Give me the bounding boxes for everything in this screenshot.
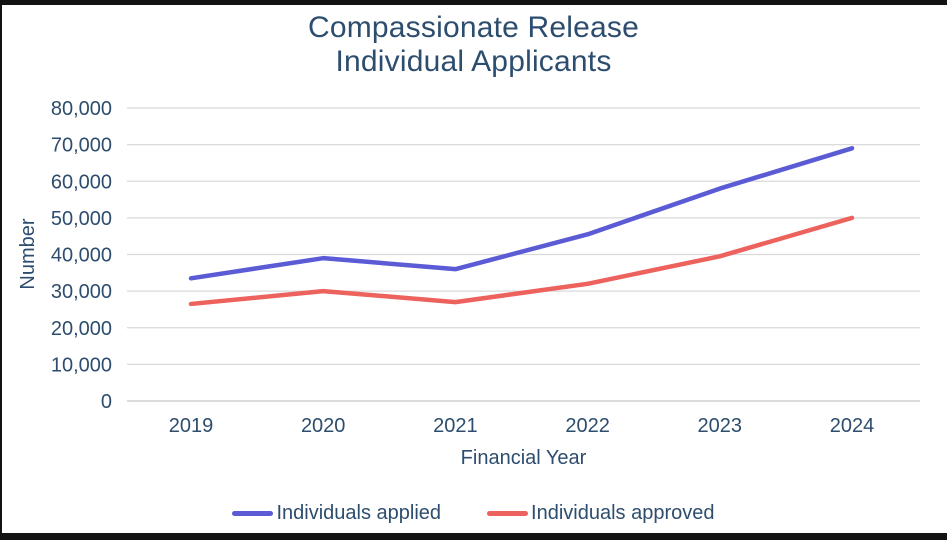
y-tick-label: 60,000: [51, 171, 112, 193]
y-tick-label: 30,000: [51, 281, 112, 303]
y-tick-label: 40,000: [51, 245, 112, 267]
frame-border-bottom: [0, 533, 947, 540]
x-tick-label: 2019: [169, 415, 214, 437]
chart-title-line1: Compassionate Release: [307, 11, 640, 44]
legend-label-approved: Individuals approved: [531, 502, 715, 524]
y-tick-label: 70,000: [51, 135, 112, 157]
x-tick-label: 2022: [565, 415, 610, 437]
chart-title: Compassionate Release Individual Applica…: [0, 11, 947, 79]
x-axis-title: Financial Year: [461, 447, 587, 469]
legend-swatch-applied-icon: [232, 510, 274, 516]
legend-swatch-approved-icon: [487, 510, 529, 516]
y-axis-title: Number: [17, 218, 39, 289]
y-tick-label: 20,000: [51, 318, 112, 340]
chart-title-line2: Individual Applicants: [335, 45, 612, 78]
legend: Individuals applied Individuals approved: [0, 501, 947, 525]
y-tick-label: 50,000: [51, 208, 112, 230]
y-tick-label: 0: [101, 391, 112, 413]
frame-border-top: [0, 0, 947, 5]
legend-label-applied: Individuals applied: [276, 502, 442, 524]
frame-border-left: [0, 0, 2, 540]
x-tick-label: 2021: [433, 415, 478, 437]
series-line-individuals-applied: [188, 146, 855, 281]
y-tick-label: 80,000: [51, 98, 112, 120]
x-tick-label: 2024: [830, 415, 875, 437]
x-tick-label: 2023: [698, 415, 743, 437]
y-tick-label: 10,000: [51, 354, 112, 376]
legend-item-applied: Individuals applied: [232, 501, 441, 525]
legend-item-approved: Individuals approved: [487, 501, 715, 525]
x-tick-label: 2020: [301, 415, 346, 437]
series-line-individuals-approved: [188, 215, 855, 307]
